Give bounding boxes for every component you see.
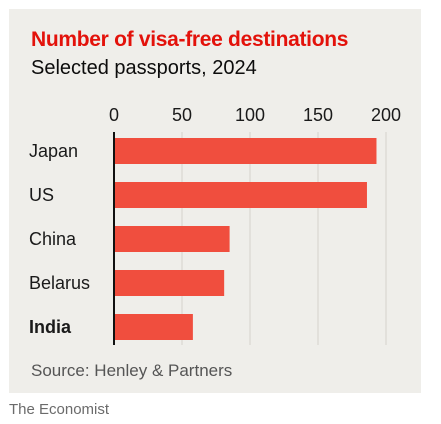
x-tick-label: 0 bbox=[109, 105, 119, 125]
bar-belarus bbox=[114, 270, 225, 296]
bars bbox=[114, 138, 377, 340]
bar-india bbox=[114, 314, 193, 340]
bar-china bbox=[114, 226, 230, 252]
chart-subtitle: Selected passports, 2024 bbox=[31, 57, 257, 79]
category-label-us: US bbox=[29, 185, 54, 205]
chart-card: Number of visa-free destinations Selecte… bbox=[9, 9, 421, 393]
x-tick-label: 200 bbox=[371, 105, 401, 125]
bar-japan bbox=[114, 138, 377, 164]
category-label-china: China bbox=[29, 229, 77, 249]
x-tick-label: 50 bbox=[172, 105, 192, 125]
x-tick-label: 150 bbox=[303, 105, 333, 125]
category-labels: Japan US China Belarus India bbox=[29, 141, 90, 337]
brand-footer: The Economist bbox=[9, 401, 110, 418]
x-tick-labels: 0 50 100 150 200 bbox=[109, 105, 401, 125]
category-label-india: India bbox=[29, 317, 72, 337]
category-label-japan: Japan bbox=[29, 141, 78, 161]
bar-us bbox=[114, 182, 367, 208]
x-tick-label: 100 bbox=[235, 105, 265, 125]
source-note: Source: Henley & Partners bbox=[31, 361, 233, 380]
category-label-belarus: Belarus bbox=[29, 273, 90, 293]
chart-title: Number of visa-free destinations bbox=[31, 28, 349, 51]
bar-chart: 0 50 100 150 200 Japan US China Belarus India bbox=[29, 105, 401, 345]
